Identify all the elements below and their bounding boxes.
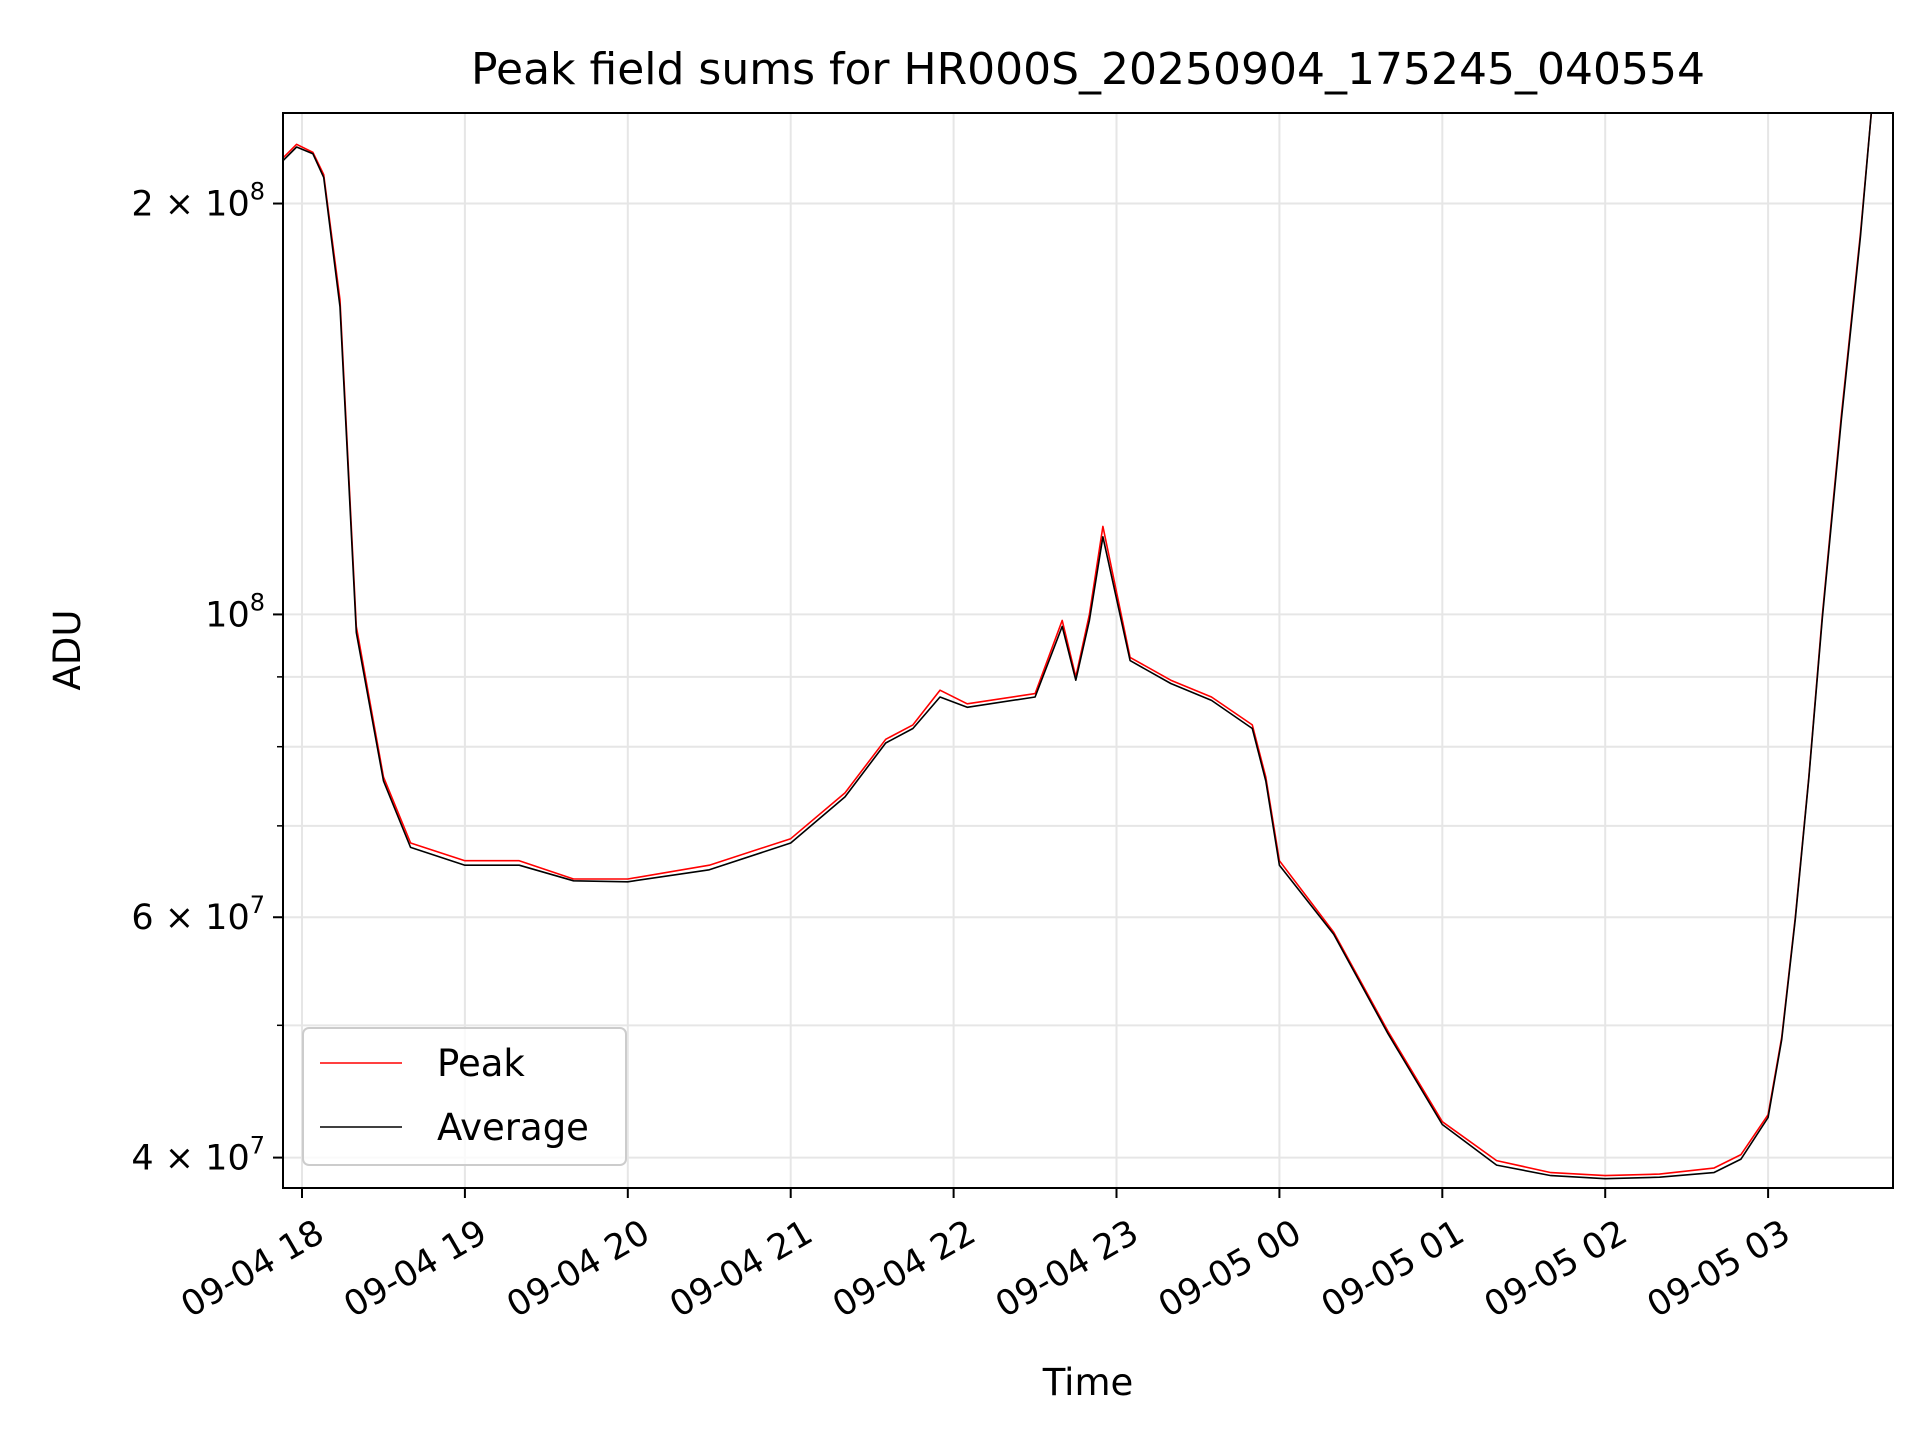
y-tick-label: 6 × 107 bbox=[131, 891, 265, 938]
legend-label-average: Average bbox=[437, 1106, 589, 1149]
plot-frame bbox=[282, 112, 1894, 1189]
x-axis-label: Time bbox=[1042, 1361, 1134, 1404]
y-axis-label: ADU bbox=[46, 610, 89, 691]
series-line-average bbox=[282, 112, 1873, 1180]
y-tick-label: 2 × 108 bbox=[131, 178, 265, 225]
series-line-peak bbox=[282, 112, 1873, 1177]
plot-series bbox=[282, 112, 1873, 1180]
legend-label-peak: Peak bbox=[437, 1042, 525, 1085]
chart-title: Peak field sums for HR000S_20250904_1752… bbox=[471, 44, 1705, 95]
grid bbox=[283, 113, 1893, 1188]
y-tick-label: 4 × 107 bbox=[131, 1132, 265, 1179]
legend[interactable]: Peak Average bbox=[302, 1027, 627, 1166]
